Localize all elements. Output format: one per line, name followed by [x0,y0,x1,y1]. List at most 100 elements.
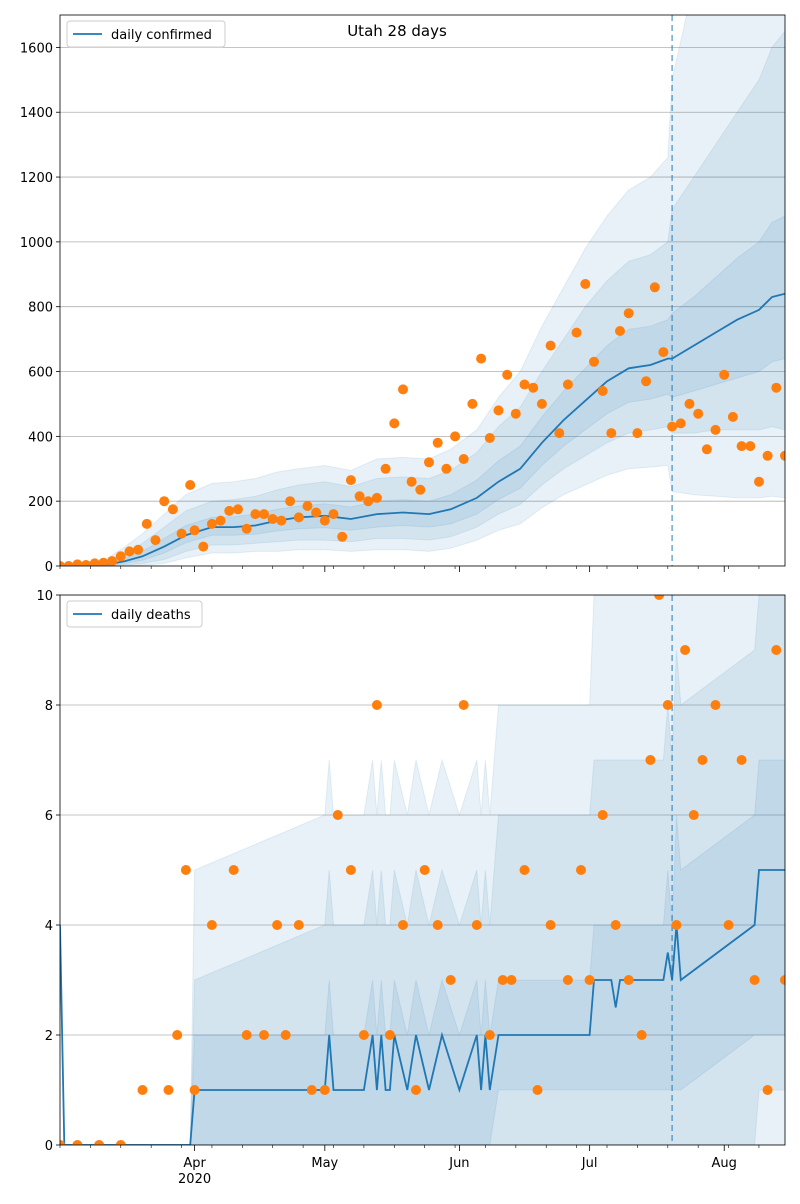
data-point [736,755,747,765]
data-point [675,418,686,429]
data-point [701,444,712,455]
y-tick-label: 1400 [20,106,53,121]
data-point [241,523,252,534]
band-outer [60,30,785,566]
x-tick-label-line: 2020 [178,1172,211,1187]
data-point [371,492,382,503]
data-point [441,463,452,474]
plot-area [60,595,785,1145]
data-point [389,418,400,429]
data-point [545,920,556,930]
data-point [719,369,730,380]
data-point [623,975,634,985]
data-point [519,865,530,875]
data-point [484,433,495,443]
y-tick-label: 1000 [20,236,53,251]
data-point [228,865,239,875]
data-point [736,441,747,452]
y-tick-label: 0 [45,560,53,575]
y-tick-label: 1600 [20,41,53,56]
data-point [89,558,100,566]
data-point [432,920,443,930]
legend-label: daily confirmed [111,28,212,43]
data-point [458,454,469,464]
x-tick-label-line: Jul [581,1156,598,1171]
data-point [632,428,643,439]
data-point [684,398,695,409]
data-point [450,431,461,442]
axes-frame [59,14,786,567]
data-point [311,507,322,518]
data-point [81,560,91,566]
data-point [571,327,582,338]
data-point [60,561,65,566]
data-point [771,382,782,393]
x-tick-label-line: Apr [183,1156,206,1171]
data-point [484,1030,495,1040]
data-point [710,424,721,435]
chart-title: Utah 28 days [347,22,447,40]
band-inner [60,759,785,1145]
data-point [319,1085,330,1095]
data-point [124,546,135,557]
data-point [554,428,565,439]
data-point [94,1140,105,1145]
data-point [345,475,356,486]
data-point [398,920,408,930]
data-point [506,975,517,985]
x-tick-label: Jun [448,1156,469,1171]
data-point [476,353,487,364]
legend-label: daily deaths [111,608,191,623]
data-point [780,975,785,985]
data-point [510,408,521,419]
data-point [267,514,278,524]
data-point [536,398,547,409]
data-point [345,865,356,875]
band-outer [60,595,785,1145]
x-tick-label-line: May [311,1156,338,1171]
y-tick-label: 400 [28,430,53,445]
data-point [528,382,539,393]
data-point [189,525,200,536]
data-point [358,1030,369,1040]
data-point [63,561,74,566]
data-point [471,920,482,930]
data-point [671,920,682,930]
data-point [424,457,434,468]
data-point [224,505,235,516]
data-point [762,1085,773,1095]
data-point [754,476,764,487]
y-tick-label: 200 [28,495,53,510]
data-point [163,1085,174,1095]
y-tick-label: 2 [45,1029,53,1044]
data-point [493,405,504,416]
data-point [697,755,708,765]
data-point [206,920,217,930]
data-point [250,509,261,520]
data-point [72,559,83,566]
legend-box [66,20,226,48]
y-tick-label: 6 [45,809,53,824]
data-point [285,496,296,507]
y-tick-label: 10 [36,589,53,604]
data-point [680,645,691,655]
data-point [141,518,152,529]
data-point [60,1140,65,1145]
data-point [328,509,339,520]
data-point [623,308,634,319]
y-tick-label: 800 [28,301,53,316]
data-point [580,279,591,289]
band-outermost [60,15,785,566]
data-point [363,496,374,507]
data-point [658,347,669,358]
data-point [306,1085,317,1095]
data-point [133,544,144,555]
data-point [771,645,782,655]
data-point [667,421,678,432]
data-point [445,975,456,985]
data-point [189,1085,200,1095]
data-point [780,450,785,461]
data-point [259,509,269,520]
